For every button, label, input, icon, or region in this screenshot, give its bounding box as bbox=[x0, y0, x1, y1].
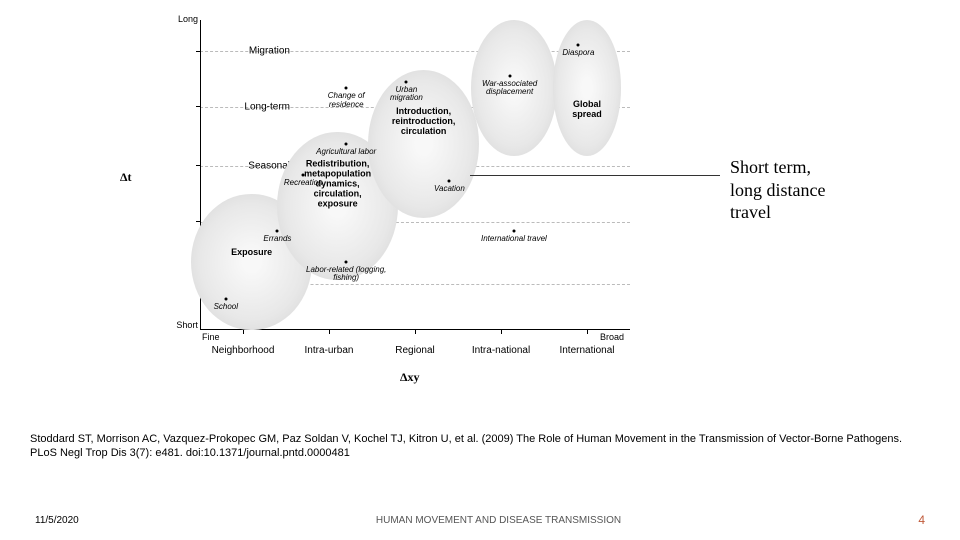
footer-center: HUMAN MOVEMENT AND DISEASE TRANSMISSION bbox=[79, 515, 919, 526]
data-point bbox=[508, 74, 511, 77]
x-end-right: Broad bbox=[600, 332, 624, 342]
data-point bbox=[405, 81, 408, 84]
x-axis-title: Δxy bbox=[400, 370, 420, 385]
point-label: Errands bbox=[263, 235, 291, 243]
x-tick-label: Neighborhood bbox=[198, 345, 288, 356]
annotation-text: Short term, long distance travel bbox=[730, 156, 825, 224]
point-label: Vacation bbox=[434, 185, 465, 193]
x-tick-label: International bbox=[542, 345, 632, 356]
data-point bbox=[512, 229, 515, 232]
y-tick-label: Long-term bbox=[220, 101, 290, 112]
point-label: Diaspora bbox=[562, 49, 594, 57]
x-tick-label: Intra-national bbox=[456, 345, 546, 356]
bubble bbox=[553, 20, 622, 156]
data-point bbox=[302, 174, 305, 177]
citation: Stoddard ST, Morrison AC, Vazquez-Prokop… bbox=[30, 432, 910, 461]
footer: 11/5/2020 HUMAN MOVEMENT AND DISEASE TRA… bbox=[0, 500, 960, 540]
point-label: Change of residence bbox=[328, 92, 365, 109]
annotation-line bbox=[470, 175, 720, 176]
point-label: Recreation bbox=[284, 179, 323, 187]
point-label: Urban migration bbox=[390, 86, 423, 103]
x-tick-label: Intra-urban bbox=[284, 345, 374, 356]
data-point bbox=[345, 260, 348, 263]
data-point bbox=[577, 43, 580, 46]
y-tick-label: Seasonal bbox=[220, 160, 290, 171]
y-tick-label: Migration bbox=[220, 46, 290, 57]
bubble-label: Global spread bbox=[572, 100, 602, 120]
point-label: Labor-related (logging, fishing) bbox=[306, 266, 386, 283]
point-label: School bbox=[214, 303, 238, 311]
data-point bbox=[276, 229, 279, 232]
data-point bbox=[448, 180, 451, 183]
y-axis-title: Δt bbox=[120, 170, 132, 185]
chart: Long Short Fine Broad Δt Δxy Migration Lo… bbox=[120, 10, 650, 390]
x-end-left: Fine bbox=[202, 332, 220, 342]
slide: Long Short Fine Broad Δt Δxy Migration Lo… bbox=[0, 0, 960, 540]
data-point bbox=[345, 143, 348, 146]
point-label: International travel bbox=[481, 235, 547, 243]
bubble bbox=[368, 70, 480, 219]
data-point bbox=[224, 298, 227, 301]
x-tick-label: Regional bbox=[370, 345, 460, 356]
y-end-top: Long bbox=[178, 14, 198, 24]
y-end-bottom: Short bbox=[176, 320, 198, 330]
point-label: Agricultural labor bbox=[316, 148, 376, 156]
footer-date: 11/5/2020 bbox=[35, 515, 79, 526]
point-label: War-associated displacement bbox=[482, 80, 537, 97]
bubble-label: Introduction, reintroduction, circulatio… bbox=[392, 107, 456, 137]
footer-page: 4 bbox=[918, 513, 925, 527]
data-point bbox=[345, 87, 348, 90]
bubble-label: Exposure bbox=[231, 248, 272, 258]
